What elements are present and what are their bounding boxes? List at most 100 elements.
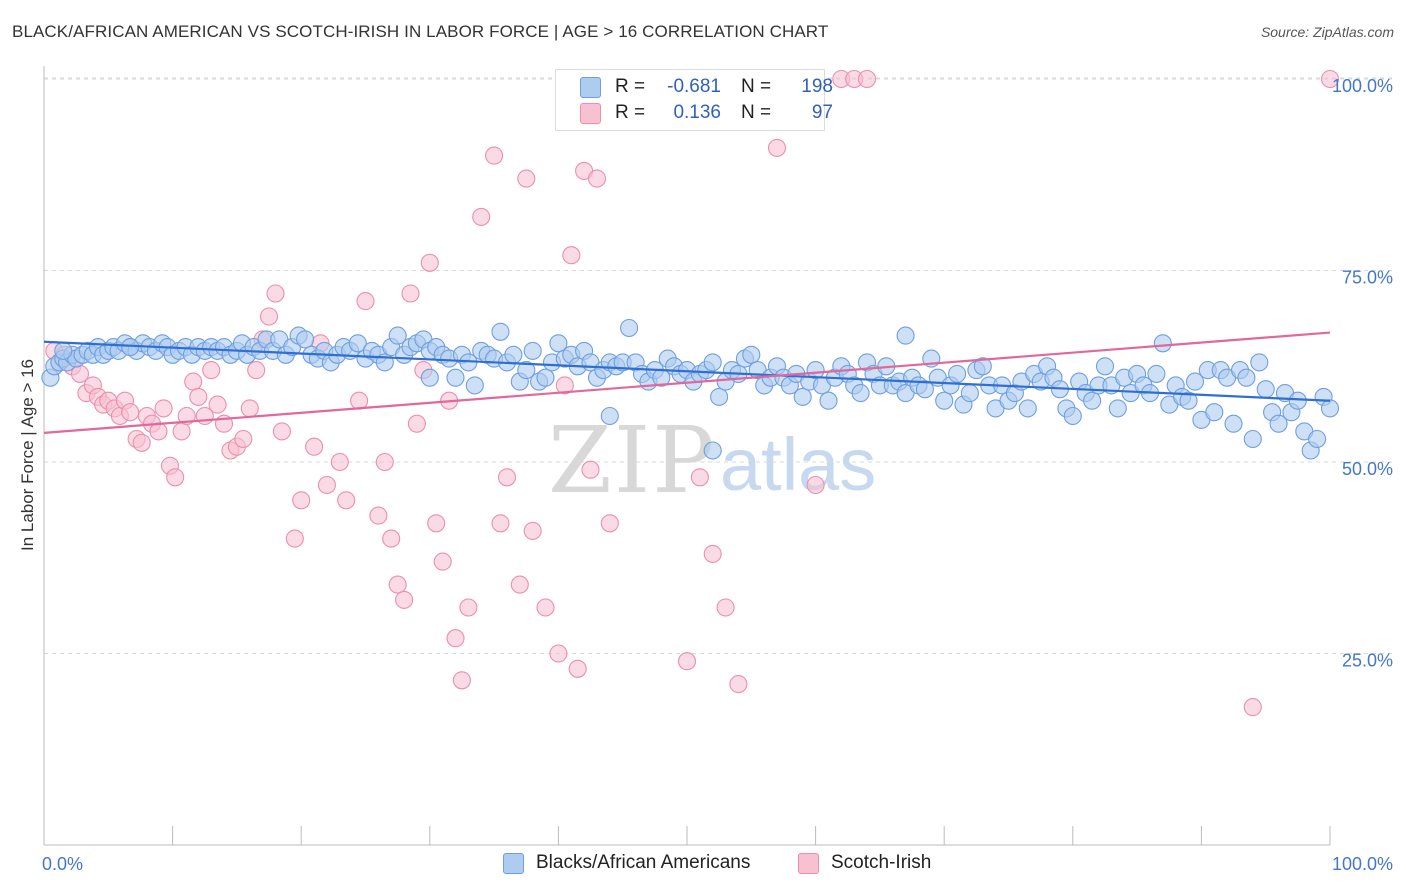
- y-tick-label: 100.0%: [1332, 76, 1393, 96]
- watermark-zip: ZIP: [548, 407, 716, 514]
- blacks-point: [1153, 334, 1172, 353]
- scotch-irish-point: [806, 475, 825, 495]
- blacks-point: [973, 357, 992, 376]
- blacks-point: [1288, 391, 1307, 410]
- scotch-irish-point: [132, 433, 151, 452]
- axis-layer: [43, 66, 1331, 846]
- blacks-point: [54, 341, 73, 360]
- scotch-irish-point: [407, 414, 426, 433]
- series-legend-blacks[interactable]: Blacks/African Americans: [503, 852, 750, 874]
- blacks-point: [851, 384, 870, 403]
- blacks-point: [1308, 429, 1327, 449]
- blacks-point: [1083, 391, 1102, 410]
- scotch-irish-point: [166, 468, 185, 487]
- blacks-point: [1237, 368, 1256, 387]
- y-tick-label: 50.0%: [1342, 459, 1393, 479]
- legend-row-scotch-irish: R = 0.136 N = 97: [556, 100, 833, 126]
- scotch-irish-point: [184, 372, 203, 391]
- source-credit: Source: ZipAtlas.com: [1260, 24, 1394, 40]
- scotch-irish-point: [395, 590, 414, 609]
- blacks-point: [1250, 353, 1269, 372]
- scotch-irish-point: [729, 675, 748, 694]
- scotch-irish-point: [452, 671, 471, 690]
- blacks-point: [121, 338, 140, 357]
- y-tick-label: 25.0%: [1342, 651, 1393, 671]
- scotch-irish-point: [485, 146, 504, 165]
- series-legend: Blacks/African Americans Scotch-Irish: [0, 852, 1406, 878]
- blacks-point: [388, 326, 407, 345]
- scotch-irish-point: [767, 138, 787, 157]
- series-swatch-blue: [503, 852, 524, 874]
- scotch-irish-point: [703, 544, 722, 563]
- scotch-irish-point: [1320, 69, 1340, 89]
- legend-r-label: R =: [615, 102, 646, 123]
- blacks-point: [1205, 403, 1224, 422]
- scotch-irish-point: [433, 552, 452, 571]
- scotch-irish-point: [401, 284, 420, 303]
- scotch-irish-point: [459, 598, 478, 617]
- scotch-irish-point: [292, 491, 311, 510]
- blacks-point: [1179, 391, 1198, 410]
- series-legend-label: Blacks/African Americans: [536, 852, 751, 873]
- scotch-irish-point: [234, 429, 253, 449]
- scotch-irish-point: [189, 387, 208, 406]
- blacks-point: [549, 334, 568, 353]
- blacks-point: [523, 341, 542, 360]
- scotch-irish-point: [247, 361, 266, 380]
- blacks-point: [620, 318, 639, 338]
- scotch-irish-point: [388, 575, 407, 594]
- x-tick-label: 100.0%: [1332, 854, 1393, 874]
- legend-swatch-pink: [580, 102, 601, 124]
- scotch-irish-point: [266, 284, 285, 303]
- blacks-point: [420, 368, 439, 387]
- scotch-irish-point: [330, 452, 349, 472]
- blacks-point: [504, 345, 523, 364]
- scotch-irish-point: [510, 575, 529, 594]
- scotch-irish-point: [587, 169, 607, 188]
- legend-r-value: -0.681: [667, 76, 721, 97]
- scotch-irish-point: [240, 399, 259, 418]
- blacks-point: [446, 368, 465, 387]
- blacks-trend-line: [43, 340, 1331, 402]
- scotch-irish-point: [517, 169, 536, 188]
- legend-row-blacks: R = -0.681 N = 198: [556, 74, 833, 100]
- blacks-point: [296, 330, 315, 349]
- series-swatch-pink: [798, 852, 819, 874]
- scotch-irish-point: [555, 376, 574, 395]
- scotch-irish-point: [259, 307, 279, 326]
- blacks-point: [348, 334, 367, 353]
- watermark: ZIP atlas: [548, 407, 876, 514]
- scotch-irish-point: [472, 207, 491, 226]
- scotch-irish-point: [491, 514, 510, 533]
- scotch-irish-point: [317, 475, 336, 495]
- blacks-point: [1269, 414, 1288, 433]
- blacks-point: [1256, 380, 1275, 399]
- blacks-point: [710, 387, 729, 406]
- blacks-point: [819, 391, 838, 410]
- scotch-irish-point: [568, 659, 587, 678]
- legend-swatch-blue: [580, 76, 601, 98]
- blacks-point: [1018, 399, 1037, 418]
- blacks-point: [703, 441, 722, 460]
- blacks-points: [41, 318, 1340, 460]
- blacks-point: [536, 368, 555, 387]
- scotch-irish-point: [420, 253, 439, 272]
- scotch-irish-point: [549, 644, 568, 663]
- scotch-irish-point: [305, 437, 324, 456]
- blacks-point: [1147, 364, 1166, 383]
- blacks-point: [491, 322, 510, 341]
- series-legend-scotch-irish[interactable]: Scotch-Irish: [798, 852, 931, 874]
- watermark-atlas: atlas: [720, 423, 876, 506]
- scotch-irish-point: [382, 529, 401, 548]
- blacks-point: [1095, 357, 1115, 376]
- scotch-irish-point: [857, 69, 877, 89]
- scotch-irish-point: [177, 406, 196, 426]
- scotch-irish-point: [446, 629, 465, 648]
- scotch-irish-point: [208, 395, 227, 414]
- blacks-point: [1063, 406, 1082, 426]
- scotch-irish-point: [690, 468, 709, 487]
- scotch-irish-point: [337, 491, 356, 510]
- series-legend-label: Scotch-Irish: [831, 852, 932, 873]
- scotch-irish-point: [272, 422, 291, 441]
